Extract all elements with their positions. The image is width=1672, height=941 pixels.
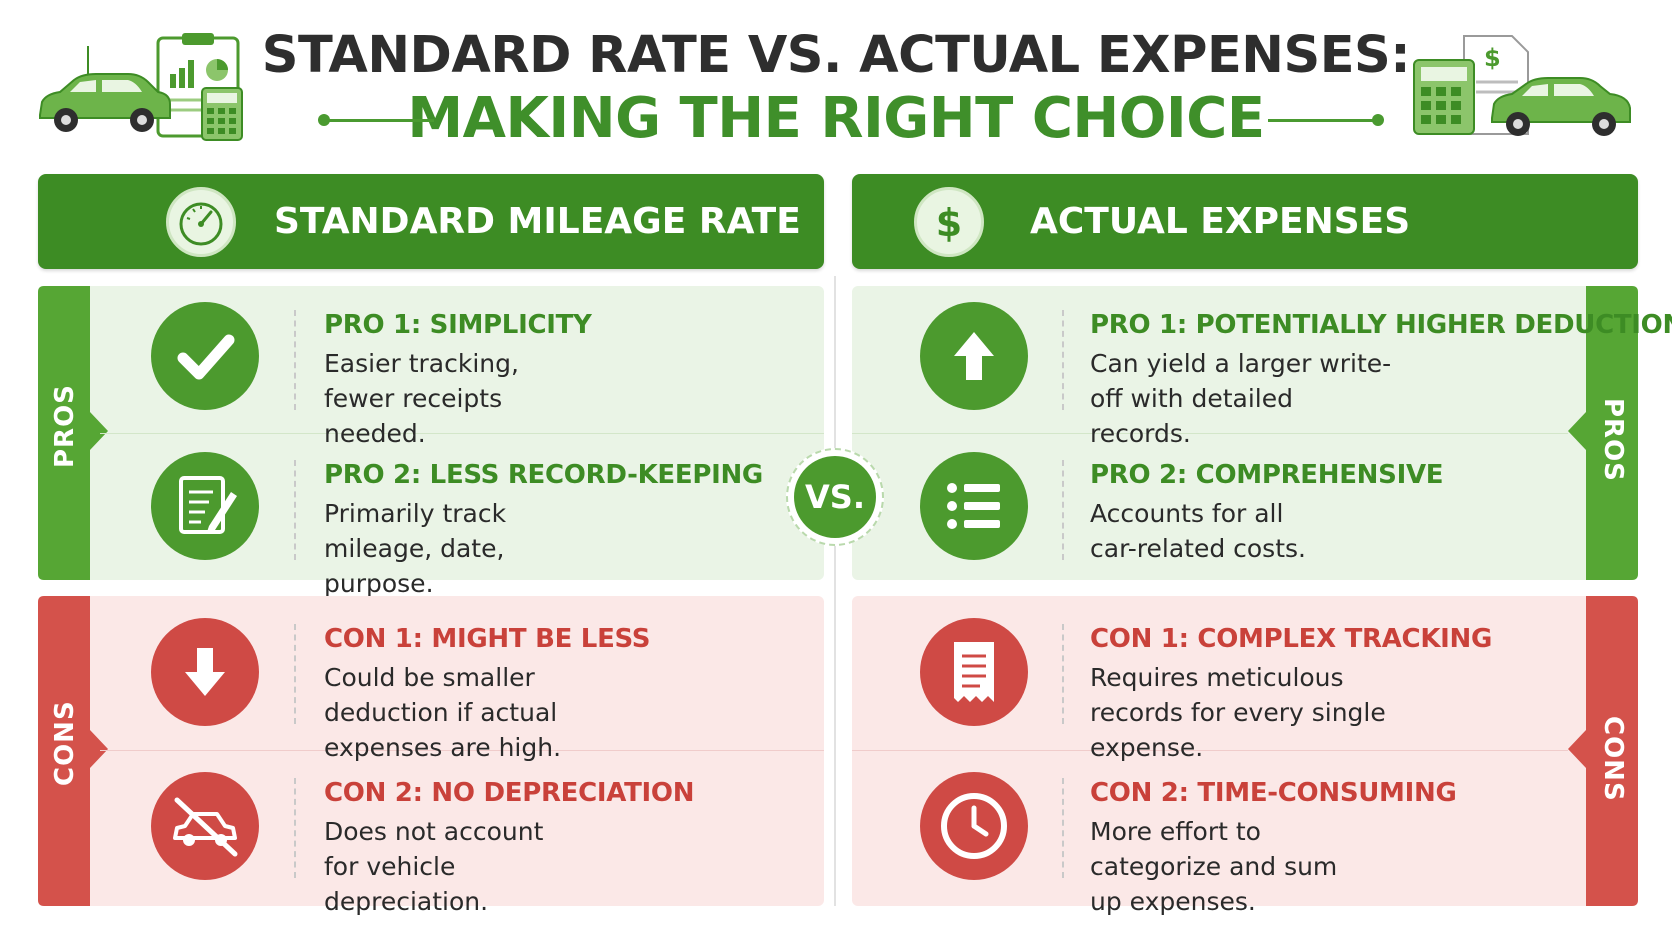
left-pro2-separator <box>294 460 296 560</box>
right-cons-tab: CONS <box>1568 596 1638 906</box>
vs-badge: VS. <box>786 448 884 546</box>
checkmark-icon <box>151 302 259 410</box>
arrow-up-icon <box>920 302 1028 410</box>
right-con2-separator <box>1062 778 1064 878</box>
left-pros-divider <box>100 433 824 434</box>
right-pros-tab: PROS <box>1568 286 1638 580</box>
right-pros-divider <box>852 433 1568 434</box>
speedometer-icon <box>166 187 236 257</box>
right-con1-separator <box>1062 624 1064 724</box>
left-cons-divider <box>100 750 824 751</box>
right-pro2-title: PRO 2: COMPREHENSIVE <box>1090 460 1444 490</box>
notepad-pencil-icon <box>151 452 259 560</box>
right-pro1-separator <box>1062 310 1064 410</box>
left-cons-label: CONS <box>50 700 80 786</box>
left-con1-desc: Could be smaller deduction if actual exp… <box>324 663 562 762</box>
right-pro2-desc: Accounts for all car-related costs. <box>1090 499 1306 563</box>
title-rule-dot-right <box>1372 114 1384 126</box>
header-illustration-left <box>36 30 256 145</box>
no-car-icon <box>151 772 259 880</box>
left-con1-title: CON 1: MIGHT BE LESS <box>324 624 651 654</box>
right-cons-divider <box>852 750 1568 751</box>
title-rule-left <box>324 119 434 122</box>
calculator-icon <box>201 87 243 141</box>
list-icon <box>920 452 1028 560</box>
car-icon <box>39 46 171 132</box>
left-pros-tab: PROS <box>38 286 108 580</box>
page-title: STANDARD RATE VS. ACTUAL EXPENSES: <box>261 26 1411 85</box>
left-pro2-title: PRO 2: LESS RECORD-KEEPING <box>324 460 763 490</box>
right-con2-desc: More effort to categorize and sum up exp… <box>1090 817 1338 916</box>
title-rule-right <box>1268 119 1378 122</box>
left-pro2-desc: Primarily track mileage, date, purpose. <box>324 499 507 598</box>
right-con1-desc: Requires meticulous records for every si… <box>1090 663 1386 762</box>
header-illustration-right: $ <box>1410 30 1640 145</box>
vs-label: VS. <box>794 456 876 538</box>
receipt-icon <box>920 618 1028 726</box>
calculator-icon <box>1413 59 1475 135</box>
left-pros-label: PROS <box>50 384 80 468</box>
right-con2-title: CON 2: TIME-CONSUMING <box>1090 778 1457 808</box>
left-con1-separator <box>294 624 296 724</box>
svg-text:$: $ <box>1484 44 1501 72</box>
right-con1-title: CON 1: COMPLEX TRACKING <box>1090 624 1493 654</box>
left-con2-separator <box>294 778 296 878</box>
center-divider <box>834 276 836 906</box>
arrow-down-icon <box>151 618 259 726</box>
left-column-header: STANDARD MILEAGE RATE <box>38 174 824 269</box>
right-column-title: ACTUAL EXPENSES <box>1030 201 1411 242</box>
right-pro1-desc: Can yield a larger write-off with detail… <box>1090 349 1392 448</box>
left-pro1-title: PRO 1: SIMPLICITY <box>324 310 592 340</box>
left-pro1-separator <box>294 310 296 410</box>
car-icon <box>1491 77 1631 136</box>
dollar-icon: $ <box>914 187 984 257</box>
clock-icon <box>920 772 1028 880</box>
svg-text:$: $ <box>936 201 962 245</box>
left-con2-title: CON 2: NO DEPRECIATION <box>324 778 695 808</box>
right-pro1-title: PRO 1: POTENTIALLY HIGHER DEDUCTION <box>1090 310 1672 340</box>
right-pros-label: PROS <box>1598 398 1628 482</box>
right-pro2-separator <box>1062 460 1064 560</box>
page-subtitle: MAKING THE RIGHT CHOICE <box>407 86 1265 151</box>
left-column-title: STANDARD MILEAGE RATE <box>274 201 801 242</box>
right-cons-label: CONS <box>1598 716 1628 802</box>
right-column-header: $ ACTUAL EXPENSES <box>852 174 1638 269</box>
left-pro1-desc: Easier tracking, fewer receipts needed. <box>324 349 519 448</box>
left-con2-desc: Does not account for vehicle depreciatio… <box>324 817 544 916</box>
left-cons-tab: CONS <box>38 596 108 906</box>
